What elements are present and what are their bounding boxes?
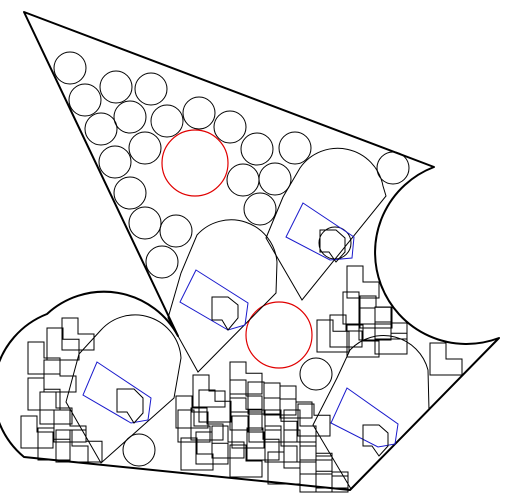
small-circle <box>182 96 216 130</box>
step-piece <box>61 317 95 351</box>
step-piece <box>346 324 380 358</box>
notch-piece <box>362 424 389 457</box>
step-piece <box>329 314 363 348</box>
step-pieces-group <box>20 265 463 493</box>
inner-pieces-group <box>82 202 399 448</box>
large-piece <box>167 219 278 373</box>
small-circle <box>134 72 168 106</box>
step-piece <box>27 341 61 375</box>
notch-piece <box>116 388 144 424</box>
inner-piece <box>179 269 249 331</box>
step-piece <box>190 407 224 441</box>
step-piece <box>211 425 245 459</box>
small-circle <box>122 433 156 467</box>
step-piece <box>346 265 380 299</box>
step-piece <box>53 409 87 443</box>
step-piece <box>177 409 211 443</box>
container-outline <box>0 11 500 491</box>
small-circle <box>213 110 247 144</box>
large-piece <box>265 147 387 301</box>
step-piece <box>192 374 226 408</box>
small-circle <box>113 100 147 134</box>
large-piece <box>65 314 182 464</box>
small-circle <box>159 214 193 248</box>
step-piece <box>20 415 54 449</box>
step-piece <box>264 409 298 443</box>
small-circle <box>278 131 312 165</box>
step-piece <box>374 321 408 355</box>
step-piece <box>315 459 349 493</box>
small-circle <box>299 357 333 391</box>
step-piece <box>39 391 73 425</box>
step-piece <box>46 327 80 361</box>
small-circle <box>226 163 260 197</box>
small-circle <box>99 70 133 104</box>
large-piece <box>312 335 430 490</box>
small-circle <box>98 145 132 179</box>
step-piece <box>229 397 263 431</box>
small-circles-group <box>53 51 410 467</box>
step-piece <box>429 342 463 376</box>
step-piece <box>180 437 214 471</box>
small-circle <box>53 51 87 85</box>
small-circle <box>84 112 118 146</box>
small-circle <box>68 83 102 117</box>
small-circle <box>128 206 162 240</box>
small-circle <box>145 245 179 279</box>
step-piece <box>69 429 103 463</box>
notch-piece <box>211 296 239 331</box>
small-circle <box>150 104 184 138</box>
step-piece <box>264 429 298 463</box>
step-piece <box>198 389 232 423</box>
small-circle <box>243 192 277 226</box>
red-circle-middle <box>245 301 313 369</box>
small-circle <box>128 131 162 165</box>
step-piece <box>27 377 61 411</box>
step-piece <box>231 415 265 449</box>
step-piece <box>279 385 313 419</box>
small-circle <box>113 176 147 210</box>
step-piece <box>246 427 280 461</box>
step-piece <box>43 359 77 393</box>
step-piece <box>297 403 331 437</box>
small-circle <box>258 162 292 196</box>
step-piece <box>229 444 263 478</box>
step-piece <box>175 395 209 429</box>
inner-piece <box>285 202 355 261</box>
notch-piece <box>319 229 346 263</box>
step-piece <box>267 451 301 485</box>
inner-piece <box>82 361 152 424</box>
small-circle <box>376 151 410 185</box>
inner-piece <box>330 387 399 448</box>
step-piece <box>359 295 393 329</box>
red-circle-upper <box>161 129 229 197</box>
step-piece <box>55 429 89 463</box>
small-circle <box>240 132 274 166</box>
